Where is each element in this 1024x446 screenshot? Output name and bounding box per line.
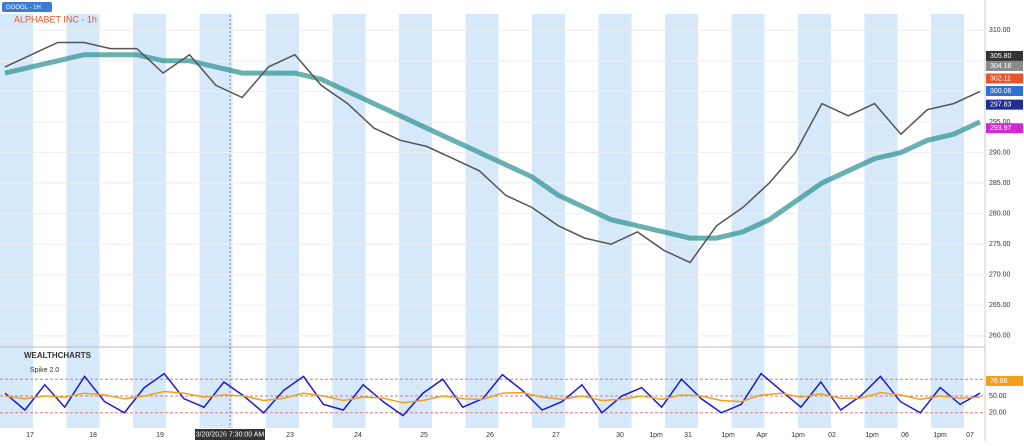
- y-tick-label: 270.00: [989, 272, 1011, 279]
- x-tick-label: 06: [901, 432, 909, 439]
- session-band: [133, 14, 166, 428]
- x-tick-label: 1pm: [649, 432, 663, 439]
- tab[interactable]: [2, 2, 52, 12]
- x-tick-label: Apr: [757, 432, 769, 439]
- x-tick-label: 30: [616, 432, 624, 439]
- y-tick-label: 310.00: [989, 27, 1011, 34]
- session-band: [66, 14, 100, 428]
- session-band: [731, 14, 765, 428]
- price-tag-label: 300.06: [990, 88, 1012, 95]
- session-band: [532, 14, 565, 428]
- y-tick-label: 50.00: [989, 393, 1007, 400]
- price-tag-label: 304.16: [990, 63, 1012, 70]
- session-band: [399, 14, 432, 428]
- series-line: [4, 390, 981, 404]
- session-band: [665, 14, 698, 428]
- tab-label[interactable]: GOOGL - 1H: [6, 5, 41, 11]
- session-band: [199, 14, 233, 428]
- session-band: [798, 14, 831, 428]
- series-line: [4, 52, 982, 241]
- y-tick-label: 285.00: [989, 180, 1011, 187]
- x-tick-label: 26: [486, 432, 494, 439]
- x-tick-label: 17: [26, 432, 34, 439]
- chart-title: ALPHABET INC - 1h: [14, 14, 97, 24]
- x-tick-label: 23: [286, 432, 294, 439]
- session-band: [931, 14, 964, 428]
- x-tick-label: 1pm: [721, 432, 735, 439]
- y-tick-label: 260.00: [989, 333, 1011, 340]
- x-tick-label: 18: [89, 432, 97, 439]
- price-tag: [986, 60, 1023, 71]
- price-tag: [986, 123, 1023, 134]
- x-tick-label: 1pm: [791, 432, 805, 439]
- y-tick-label: 20.00: [989, 410, 1007, 417]
- y-tick-label: 265.00: [989, 302, 1011, 309]
- osc-tag: [986, 375, 1023, 386]
- series-line: [4, 41, 981, 264]
- x-tick-label: 25: [420, 432, 428, 439]
- x-tick-label: 20: [218, 432, 226, 439]
- price-tag-label: 293.97: [990, 125, 1012, 132]
- y-tick-label: 280.00: [989, 210, 1011, 217]
- crosshair-box: [195, 429, 265, 440]
- price-tag-label: 297.83: [990, 101, 1012, 108]
- price-tag: [986, 99, 1023, 110]
- y-tick-label: 275.00: [989, 241, 1011, 248]
- price-tag-label: 305.80: [990, 53, 1012, 60]
- indicator-name: Spike 2.0: [30, 367, 59, 374]
- x-tick-label: 31: [684, 432, 692, 439]
- x-tick-label: 02: [828, 432, 836, 439]
- session-band: [332, 14, 366, 428]
- price-tag: [986, 50, 1023, 61]
- x-tick-label: 27: [552, 432, 560, 439]
- session-band: [465, 14, 499, 428]
- y-tick-label: 295.00: [989, 119, 1011, 126]
- price-tag: [986, 86, 1023, 97]
- osc-tag-label: 76.86: [990, 378, 1008, 385]
- x-tick-label: 1pm: [865, 432, 879, 439]
- session-band: [864, 14, 898, 428]
- series-line: [4, 372, 981, 417]
- x-tick-label: 1pm: [933, 432, 947, 439]
- y-tick-label: 290.00: [989, 149, 1011, 156]
- session-band: [266, 14, 299, 428]
- session-band: [0, 14, 33, 428]
- x-tick-label: 19: [156, 432, 164, 439]
- price-tag: [986, 73, 1023, 84]
- crosshair-label: 3/20/2026 7:30:00 AM: [196, 431, 265, 438]
- price-tag-label: 302.11: [990, 75, 1011, 82]
- x-tick-label: 07: [966, 432, 974, 439]
- brand: WEALTHCHARTS: [24, 351, 92, 360]
- x-tick-label: 24: [354, 432, 362, 439]
